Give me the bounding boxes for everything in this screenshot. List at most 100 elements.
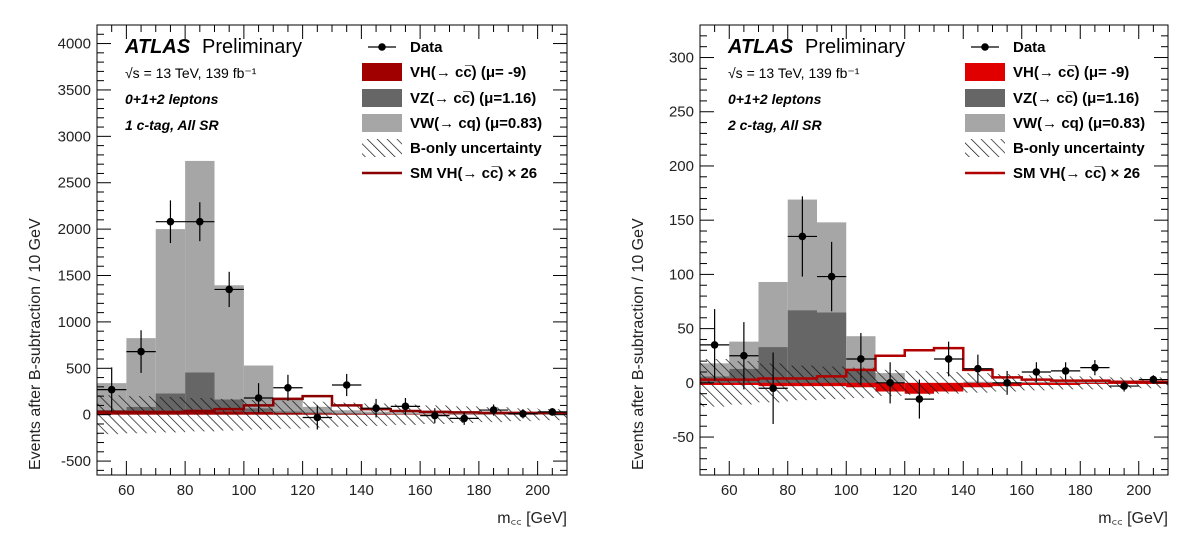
- data-point: [332, 373, 362, 397]
- data-marker: [1003, 379, 1011, 387]
- leptons-label: 0+1+2 leptons: [125, 91, 219, 107]
- y-tick-label: 300: [669, 50, 694, 67]
- data-point: [478, 404, 509, 416]
- y-tick-label: 3500: [58, 82, 91, 99]
- preliminary-label: Preliminary: [202, 36, 302, 58]
- data-marker: [460, 414, 468, 423]
- x-tick-label: 60: [721, 482, 738, 499]
- data-marker: [166, 217, 175, 226]
- atlas-label: ATLAS: [124, 36, 191, 58]
- y-tick-label: 3000: [58, 128, 91, 145]
- data-marker: [548, 408, 557, 416]
- x-tick-label: 120: [892, 482, 917, 499]
- legend-vz-swatch: [965, 89, 1005, 107]
- vw-bar: [185, 160, 215, 373]
- y-axis-label: Events after B-subtraction / 10 GeV: [27, 218, 44, 470]
- data-point: [1051, 362, 1081, 380]
- legend-entry: Data: [1013, 39, 1046, 56]
- x-tick-label: 160: [408, 482, 433, 499]
- data-marker: [857, 355, 865, 363]
- legend: Data VH(→ cc̅) (μ= -9) VZ(→ cc̅) (μ=1.16) V…: [362, 39, 542, 182]
- atlas-label: ATLAS: [727, 36, 794, 58]
- data-marker: [431, 411, 439, 420]
- legend-entry: B-only uncertainty: [1013, 140, 1145, 157]
- data-point: [243, 383, 274, 413]
- y-tick-label: 0: [686, 375, 694, 392]
- data-marker: [401, 402, 410, 411]
- sm-vh-step-line: [97, 394, 567, 415]
- data-point: [273, 374, 303, 401]
- x-axis-label: m꜀꜀ [GeV]: [1098, 510, 1168, 527]
- data-point: [1080, 360, 1110, 376]
- data-marker: [254, 394, 263, 402]
- data-marker: [519, 409, 527, 418]
- legend-entry: SM VH(→ cc̅) × 26: [1013, 165, 1140, 182]
- y-tick-label: -50: [672, 429, 694, 446]
- legend-entry: Data: [410, 39, 443, 56]
- y-tick-label: -500: [61, 453, 91, 470]
- legend-entry: VW(→ cq) (μ=0.83): [1013, 115, 1145, 132]
- x-tick-label: 80: [177, 482, 194, 499]
- legend-entry: VH(→ cc̅) (μ= -9): [410, 64, 526, 81]
- data-point: [1138, 375, 1168, 384]
- data-marker: [798, 232, 807, 241]
- data-marker: [107, 385, 116, 394]
- x-tick-label: 60: [118, 482, 135, 499]
- data-point: [185, 202, 215, 242]
- data-marker: [137, 347, 145, 356]
- data-point: [214, 271, 244, 308]
- preliminary-label: Preliminary: [805, 36, 905, 58]
- data-point: [846, 332, 876, 385]
- legend-entry: B-only uncertainty: [410, 140, 542, 157]
- legend-vz-swatch: [362, 89, 402, 107]
- chart-panel-left: -500 0 500 1000 1500 2000 2500 3000 3500 4000 60 80…: [27, 24, 568, 527]
- data-point: [700, 309, 730, 381]
- data-marker: [886, 379, 894, 387]
- legend-data-marker: [981, 43, 989, 51]
- legend-entry: SM VH(→ cc̅) × 26: [410, 165, 537, 182]
- y-tick-label: 150: [669, 212, 694, 229]
- data-point: [361, 398, 391, 418]
- x-tick-label: 200: [1126, 482, 1151, 499]
- data-marker: [313, 413, 322, 422]
- y-tick-label: 2000: [58, 221, 91, 238]
- x-tick-label: 200: [525, 482, 550, 499]
- data-marker: [1061, 367, 1070, 375]
- vw-bar: [155, 229, 186, 394]
- data-marker: [1149, 375, 1158, 384]
- plot-area: [700, 196, 1168, 425]
- y-tick-label: 200: [669, 158, 694, 175]
- vw-bar: [758, 281, 788, 348]
- data-point: [729, 322, 759, 390]
- data-marker: [710, 341, 719, 349]
- x-axis-label: m꜀꜀ [GeV]: [497, 510, 567, 527]
- data-point: [155, 200, 186, 244]
- data-point: [449, 411, 479, 425]
- legend-entry: VH(→ cc̅) (μ= -9): [1013, 64, 1129, 81]
- x-tick-label: 180: [1068, 482, 1093, 499]
- b-only-uncertainty-band: [97, 395, 567, 435]
- data-point: [904, 379, 934, 419]
- data-marker: [196, 217, 204, 226]
- data-marker: [915, 395, 924, 403]
- data-point: [817, 241, 847, 312]
- legend-data-marker: [378, 43, 386, 51]
- data-point: [1109, 380, 1139, 392]
- data-point: [758, 352, 788, 425]
- legend: Data VH(→ cc̅) (μ= -9) VZ(→ cc̅) (μ=1.16) V…: [965, 39, 1145, 182]
- legend-uncertainty-swatch: [362, 139, 402, 157]
- y-tick-label: 0: [83, 407, 91, 424]
- legend-vh-swatch: [965, 63, 1005, 81]
- y-tick-label: 1000: [58, 314, 91, 331]
- y-tick-label: 2500: [58, 175, 91, 192]
- x-tick-label: 160: [1009, 482, 1034, 499]
- data-marker: [489, 406, 498, 414]
- y-tick-label: 100: [669, 266, 694, 283]
- x-tick-label: 140: [951, 482, 976, 499]
- data-marker: [1120, 382, 1128, 390]
- energy-label: √s = 13 TeV, 139 fb⁻¹: [728, 65, 860, 81]
- x-tick-label: 80: [779, 482, 796, 499]
- legend-entry: VW(→ cq) (μ=0.83): [410, 115, 542, 132]
- data-marker: [740, 351, 748, 360]
